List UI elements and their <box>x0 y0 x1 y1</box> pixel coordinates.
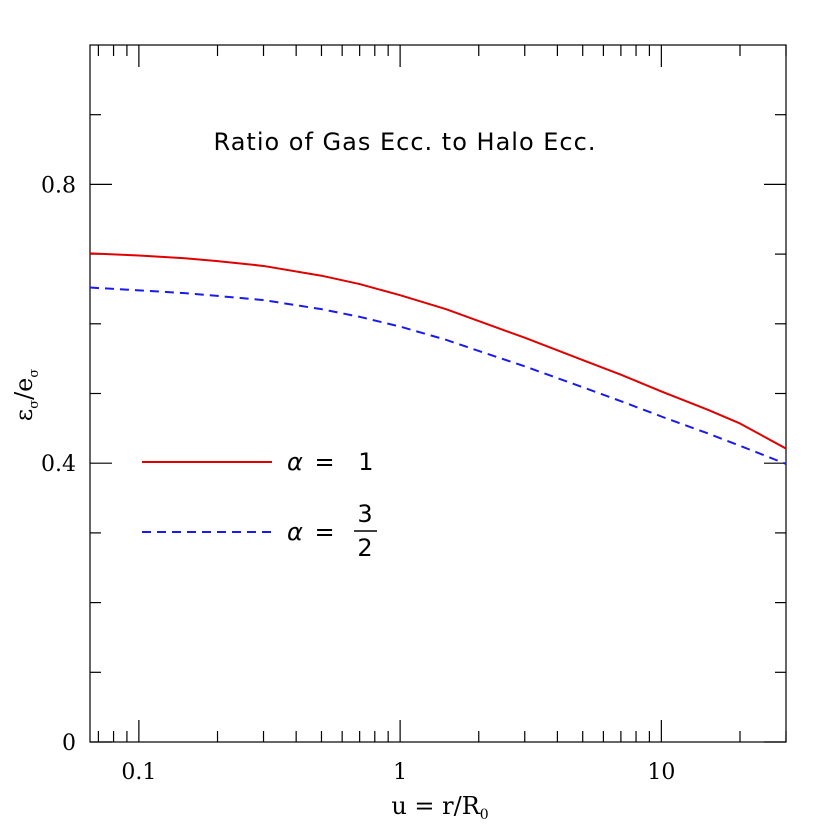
x-tick-label: 1 <box>393 760 407 785</box>
x-tick-label: 10 <box>647 760 675 785</box>
legend-fraction-numerator: 3 <box>357 500 372 528</box>
legend-label-alpha-3-2: α = <box>287 518 335 546</box>
series-line-alpha-1 <box>89 252 787 450</box>
y-tick-label: 0 <box>62 731 76 756</box>
y-axis-label: εσ/eσ <box>10 369 42 422</box>
legend: α = 1 α = 3 2 <box>142 448 377 562</box>
y-tick-label: 0.4 <box>41 452 76 477</box>
chart-title: Ratio of Gas Ecc. to Halo Ecc. <box>214 128 597 156</box>
series-lines <box>89 252 787 465</box>
x-axis-label: u = r/R0 <box>391 792 488 823</box>
legend-fraction-denominator: 2 <box>357 534 372 562</box>
tick-labels: 0.1 1 10 0 0.4 0.8 <box>41 173 675 785</box>
y-tick-label: 0.8 <box>41 173 76 198</box>
series-line-alpha-3-2 <box>89 286 787 465</box>
axis-ticks <box>90 45 787 743</box>
x-tick-label: 0.1 <box>121 760 156 785</box>
legend-label-alpha-1: α = 1 <box>287 448 374 476</box>
